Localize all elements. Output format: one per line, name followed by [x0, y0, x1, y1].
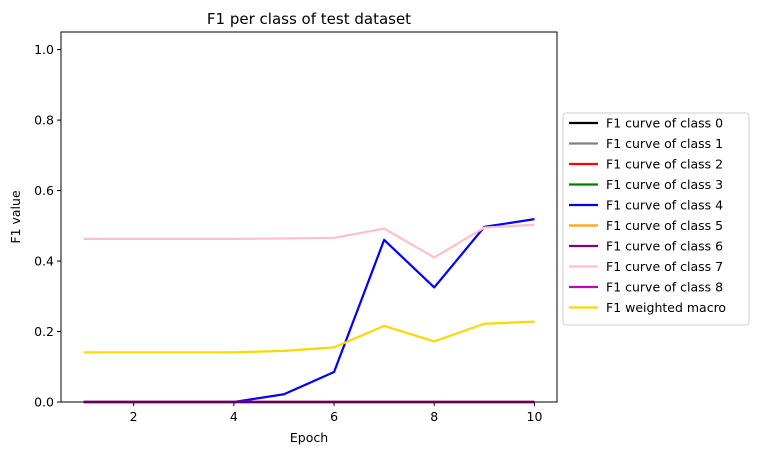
legend-label-2: F1 curve of class 2: [606, 157, 723, 172]
x-tick-label: 8: [430, 409, 438, 424]
y-tick-label: 0.4: [34, 254, 54, 269]
x-axis-label: Epoch: [290, 430, 328, 445]
y-tick-label: 1.0: [34, 42, 54, 57]
y-axis-label: F1 value: [8, 190, 23, 244]
y-tick-label: 0.2: [34, 324, 54, 339]
x-tick-label: 4: [230, 409, 238, 424]
y-axis: 0.0 0.2 0.4 0.6 0.8 1.0: [34, 42, 61, 410]
plot-lines: [83, 218, 535, 404]
plot-area-frame: [60, 31, 558, 403]
legend-frame: [562, 112, 750, 326]
x-tick-label: 2: [130, 409, 138, 424]
legend: F1 curve of class 0 F1 curve of class 1 F1…: [562, 112, 750, 326]
series-line-4: [83, 218, 535, 404]
legend-label-4: F1 curve of class 4: [606, 198, 723, 213]
legend-label-5: F1 curve of class 5: [606, 218, 723, 233]
legend-label-0: F1 curve of class 0: [606, 116, 723, 131]
x-axis: 2 4 6 8 10: [130, 402, 543, 424]
y-tick-label: 0.6: [34, 183, 54, 198]
legend-label-3: F1 curve of class 3: [606, 177, 723, 192]
legend-label-6: F1 curve of class 6: [606, 239, 723, 254]
series-line-9: [83, 320, 535, 354]
y-tick-label: 0.0: [34, 395, 54, 410]
legend-label-9: F1 weighted macro: [606, 300, 726, 315]
legend-label-1: F1 curve of class 1: [606, 136, 723, 151]
x-tick-label: 10: [527, 409, 543, 424]
chart-title: F1 per class of test dataset: [207, 10, 411, 28]
legend-label-7: F1 curve of class 7: [606, 259, 723, 274]
x-tick-label: 6: [330, 409, 338, 424]
legend-label-8: F1 curve of class 8: [606, 280, 723, 295]
y-tick-label: 0.8: [34, 113, 54, 128]
series-line-7: [83, 223, 535, 259]
